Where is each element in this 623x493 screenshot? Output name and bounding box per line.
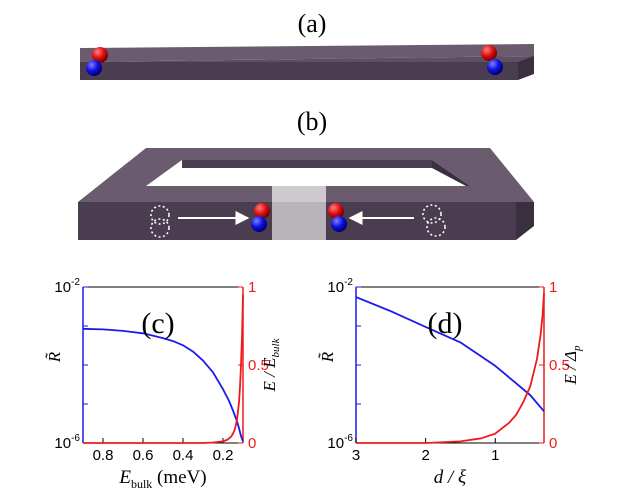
left-tick-label-top: 10-2: [327, 277, 353, 296]
right-tick-label: 1: [549, 279, 557, 296]
loop-right-side: [516, 202, 534, 240]
dotted-circles-right: [422, 204, 446, 237]
x-tick-label: 0.4: [173, 447, 194, 464]
right-tick-label: 1: [248, 279, 256, 296]
x-tick-label: 0.6: [133, 447, 154, 464]
right-tick-label: 0: [248, 435, 256, 452]
plot-d: 3 2 1 10-2 10-6 0 0.5 1 (d) R̃ E / Δp d / ξ: [318, 277, 583, 488]
dotted-circles-left: [150, 205, 170, 238]
left-tick-label-bottom: 10-6: [327, 433, 353, 452]
red-sphere: [328, 203, 344, 219]
majorana-pair-left-b: [251, 203, 270, 232]
x-tick-label: 3: [352, 447, 360, 464]
red-sphere: [92, 47, 108, 63]
x-axis-label: d / ξ: [434, 467, 467, 488]
left-axis-label: R̃: [318, 351, 337, 363]
x-tick-label: 2: [421, 447, 429, 464]
wire-a: [80, 44, 534, 80]
right-tick-label: 0.5: [248, 357, 269, 374]
right-tick-label: 0.5: [549, 357, 570, 374]
left-tick-label-bottom: 10-6: [54, 433, 80, 452]
majorana-pair-right-a: [481, 45, 503, 75]
blue-sphere: [331, 216, 347, 232]
ghost-circle: [422, 204, 442, 224]
left-axis-label: R̃: [45, 351, 64, 363]
panel-label-b: (b): [297, 107, 327, 136]
wire-a-top: [80, 44, 534, 62]
plot-c: 0.8 0.6 0.4 0.2 10-2 10-6 0 0.5 1 (c) R̃ E / Ebulk E…: [45, 277, 282, 491]
loop-inner-side-wall: [432, 160, 470, 186]
red-sphere: [254, 203, 270, 219]
right-tick-label: 0: [549, 435, 557, 452]
loop-b: [78, 148, 534, 240]
x-axis-label: Ebulk (meV): [118, 467, 206, 491]
loop-inner-back-wall: [182, 160, 432, 168]
x-tick-label: 0.8: [93, 447, 114, 464]
red-sphere: [481, 45, 497, 61]
series-r-tilde: [355, 296, 545, 412]
panel-label: (d): [428, 307, 463, 340]
x-tick-label: 0.2: [213, 447, 234, 464]
blue-sphere: [487, 59, 503, 75]
ghost-circle: [426, 217, 446, 237]
ghost-circle: [150, 218, 170, 238]
majorana-pair-right-b: [328, 203, 347, 232]
series-energy: [356, 293, 545, 444]
junction-gap: [272, 202, 326, 240]
left-tick-label-top: 10-2: [54, 277, 80, 296]
right-axis-label: E / Δp: [561, 345, 583, 386]
series-r-tilde: [82, 327, 244, 442]
right-axis-label: E / Ebulk: [260, 337, 282, 392]
x-tick-label: 1: [491, 447, 499, 464]
blue-sphere: [251, 216, 267, 232]
wire-a-front: [80, 62, 518, 80]
junction-gap-top: [272, 186, 326, 202]
panel-label: (c): [141, 307, 174, 340]
series-energy: [83, 294, 244, 444]
blue-sphere: [86, 60, 102, 76]
majorana-pair-left-a: [86, 47, 108, 76]
wire-a-side: [518, 56, 534, 80]
ghost-circle: [150, 205, 170, 225]
panel-label-a: (a): [298, 9, 327, 38]
